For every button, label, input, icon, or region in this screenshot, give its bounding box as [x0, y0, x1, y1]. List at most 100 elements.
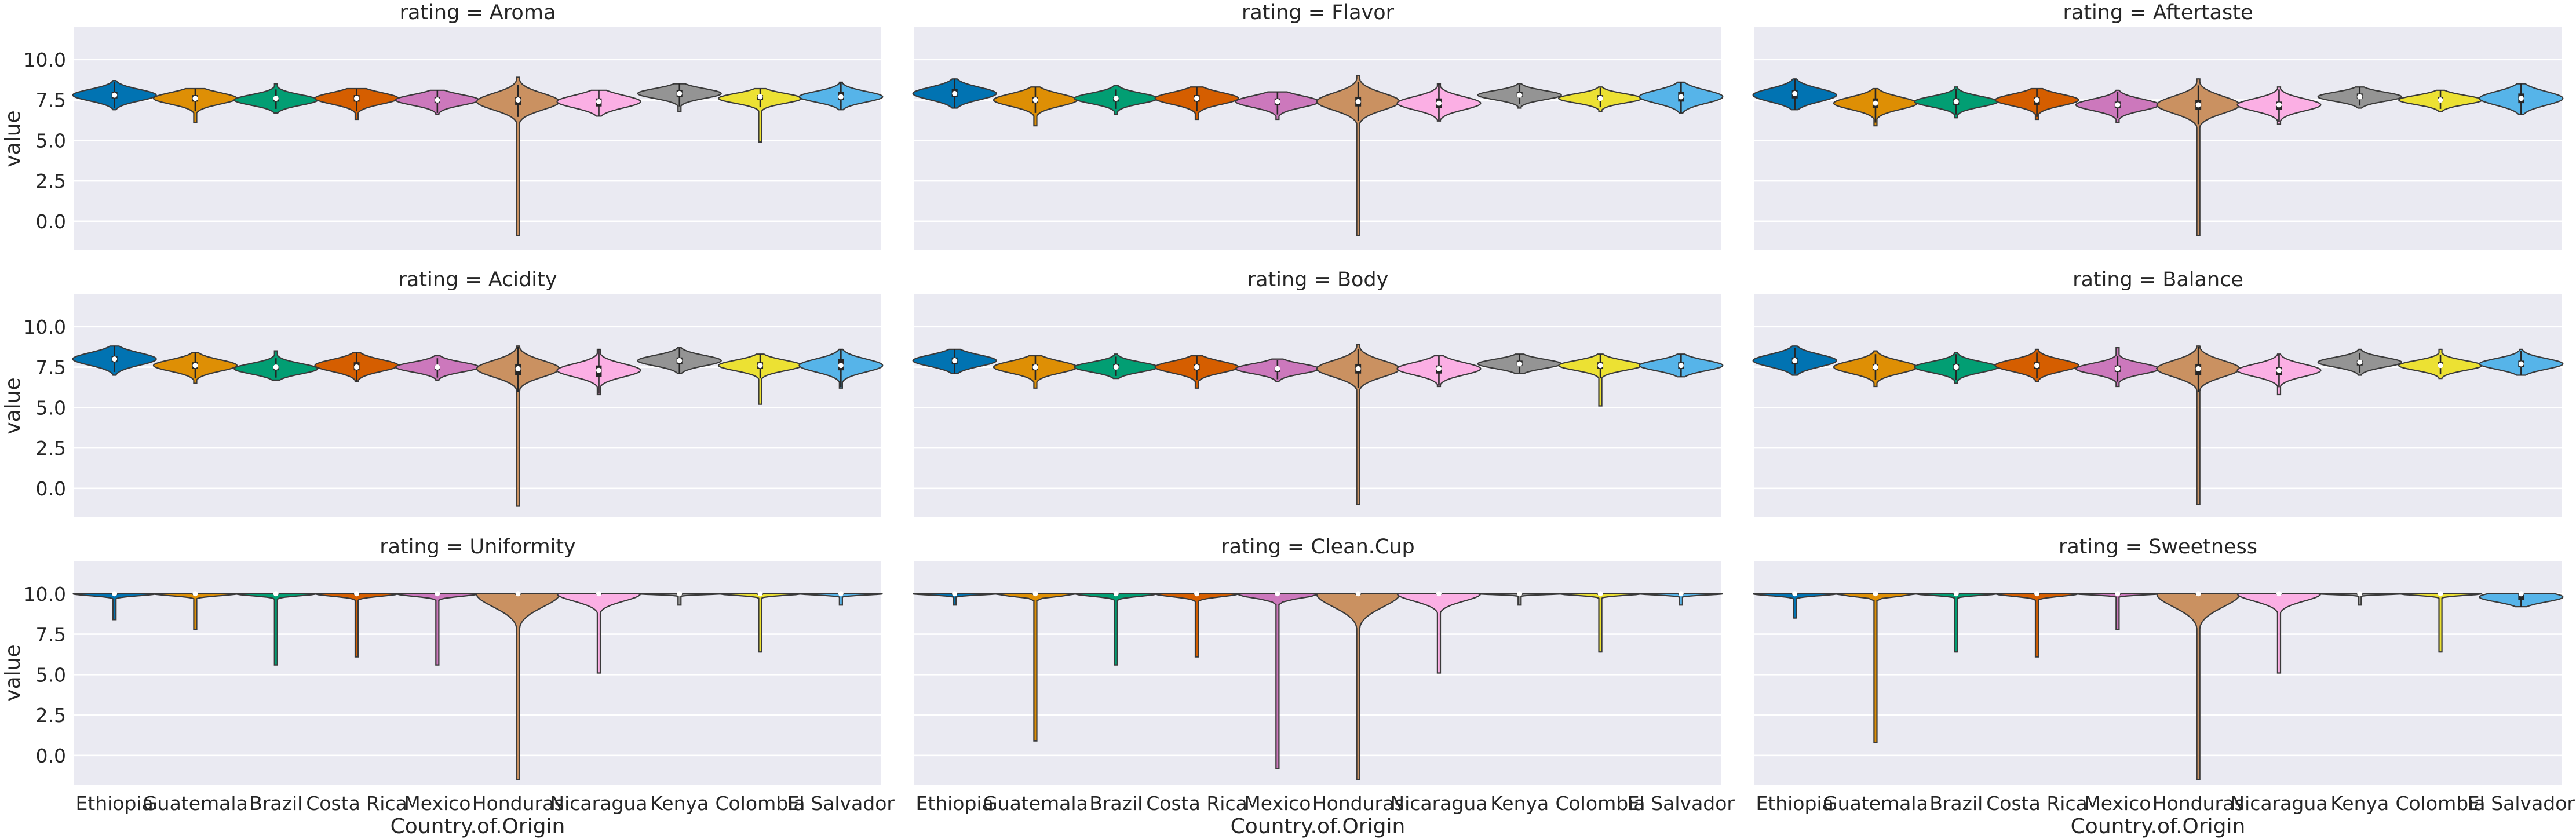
violin-median [1517, 361, 1523, 367]
violin-median [2195, 102, 2201, 108]
x-tick-label: El Salvador [2468, 792, 2575, 815]
violin-median [1873, 364, 1878, 370]
violin-median [1517, 591, 1523, 597]
violin-honduras [475, 76, 561, 237]
violin-median [435, 364, 440, 370]
violin-median [1194, 364, 1200, 370]
x-axis-label: Country.of.Origin [1231, 815, 1406, 838]
violin-median [515, 591, 521, 597]
violin-median [1113, 96, 1119, 101]
x-tick-label: Nicaragua [550, 792, 647, 815]
violin-median [1032, 97, 1038, 103]
x-tick-label: Colombia [716, 792, 805, 815]
y-tick-label: 10.0 [24, 316, 66, 338]
violin-honduras [2156, 78, 2241, 237]
violin-median [2276, 367, 2282, 373]
x-tick-label: Guatemala [1823, 792, 1928, 815]
violin-median [1275, 591, 1280, 597]
violin-median [2518, 96, 2524, 101]
violin-median [112, 92, 118, 98]
violin-median [2034, 363, 2040, 369]
x-axis-label: Country.of.Origin [2071, 815, 2246, 838]
violin-honduras [475, 345, 561, 507]
violin-median [192, 96, 198, 101]
violin-median [1953, 99, 1959, 104]
violin-median [1355, 99, 1361, 104]
x-tick-label: Colombia [1556, 792, 1645, 815]
violin-median [596, 367, 601, 373]
violin-median [435, 97, 440, 103]
violin-median [1597, 591, 1603, 597]
violin-honduras [2155, 345, 2241, 505]
x-tick-label: El Salvador [787, 792, 895, 815]
x-tick-label: Costa Rica [1146, 792, 1247, 815]
violin-median [952, 90, 958, 96]
violin-median [354, 96, 360, 101]
violin-median [1873, 591, 1878, 597]
violin-median [757, 94, 763, 100]
x-tick-label: Ethiopia [915, 792, 993, 815]
panel-background [1754, 27, 2562, 250]
violin-median [2518, 591, 2524, 597]
violin-median [2115, 591, 2121, 597]
panel-title: rating = Body [1247, 268, 1389, 291]
y-axis-label: value [1, 644, 25, 701]
panel-title: rating = Acidity [399, 268, 557, 291]
violin-median [1792, 90, 1798, 96]
violin-median [838, 363, 844, 369]
violin-median [677, 90, 683, 96]
violin-median [2276, 102, 2282, 108]
panel-background [74, 27, 881, 250]
x-tick-label: Ethiopia [75, 792, 153, 815]
violin-iqr-box [2518, 593, 2524, 600]
violin-median [838, 591, 844, 597]
panel-background [74, 294, 881, 517]
y-tick-label: 10.0 [24, 49, 66, 71]
violin-median [273, 96, 279, 101]
panel-background [1754, 561, 2562, 785]
y-tick-label: 5.0 [36, 129, 66, 152]
violin-median [515, 366, 521, 371]
violin-median [515, 97, 521, 103]
panel-background [1754, 294, 2562, 517]
x-tick-label: Nicaragua [2230, 792, 2327, 815]
y-tick-label: 2.5 [36, 170, 66, 192]
violin-median [757, 363, 763, 369]
violin-median [677, 591, 683, 597]
violin-median [1792, 591, 1798, 597]
y-tick-label: 7.5 [36, 89, 66, 112]
violin-median [757, 591, 763, 597]
violin-median [2115, 366, 2121, 371]
x-tick-label: Mexico [1244, 792, 1311, 815]
violin-median [192, 363, 198, 369]
violin-median [1517, 92, 1523, 98]
violin-median [2518, 361, 2524, 367]
panel-title: rating = Balance [2073, 268, 2243, 291]
y-tick-label: 0.0 [36, 477, 66, 500]
violin-median [1113, 364, 1119, 370]
y-tick-label: 10.0 [24, 583, 66, 605]
violin-median [112, 356, 118, 362]
violin-median [2034, 97, 2040, 103]
y-axis-label: value [1, 110, 25, 167]
violin-colombia [717, 87, 803, 143]
panel-background [914, 561, 1721, 785]
violin-median [1194, 591, 1200, 597]
violin-median [1678, 363, 1684, 369]
y-tick-label: 7.5 [36, 356, 66, 379]
y-tick-label: 2.5 [36, 704, 66, 727]
violin-median [273, 591, 279, 597]
violin-median [2438, 97, 2443, 103]
violin-median [1597, 363, 1603, 369]
y-axis-label: value [1, 377, 25, 434]
violin-median [1953, 591, 1959, 597]
violin-median [435, 591, 440, 597]
x-tick-label: Mexico [2084, 792, 2151, 815]
violin-median [1355, 366, 1361, 371]
panel-title: rating = Sweetness [2059, 535, 2257, 559]
violin-median [2357, 94, 2363, 100]
violin-median [1436, 366, 1442, 371]
y-tick-label: 2.5 [36, 437, 66, 459]
x-tick-label: Honduras [472, 792, 564, 815]
violin-median [1597, 96, 1603, 101]
